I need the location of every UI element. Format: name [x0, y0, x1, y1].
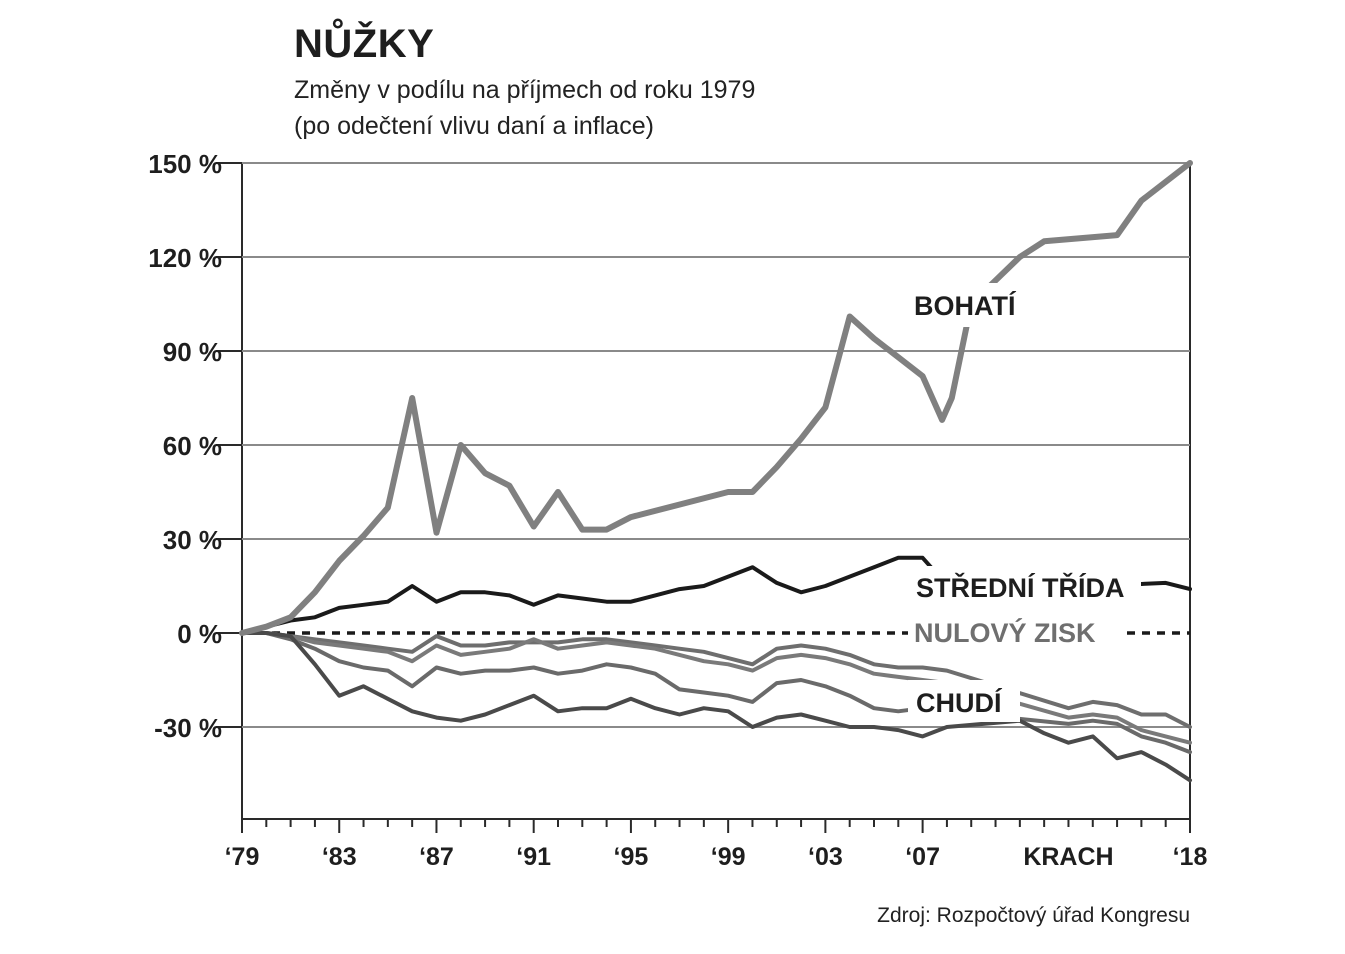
series-line-rich [239, 160, 1193, 636]
chart-title: NŮŽKY [294, 22, 435, 66]
x-tick-label-krach: KRACH [1023, 843, 1113, 871]
x-tick-label: ‘79 [225, 843, 260, 871]
y-tick-label: 60 % [163, 431, 222, 461]
annotation-layer: BOHATÍ STŘEDNÍ TŘÍDA NULOVÝ ZISK CHUDÍ [908, 283, 1141, 722]
x-tick-label: ‘03 [808, 843, 843, 871]
poor-label: CHUDÍ [916, 687, 1003, 718]
y-tick-label: 30 % [163, 525, 222, 555]
chart-subtitle: Změny v podílu na příjmech od roku 1979 … [294, 72, 755, 144]
x-axis: ‘79 ‘83 ‘87 ‘91 ‘95 ‘99 ‘03 ‘07 KRACH ‘18 [225, 819, 1208, 871]
y-tick-label: 120 % [148, 243, 222, 273]
zero-label: NULOVÝ ZISK [914, 617, 1096, 648]
y-tick-label: 150 % [148, 149, 222, 179]
chart-subtitle-line1: Změny v podílu na příjmech od roku 1979 [294, 76, 756, 104]
zero-label-bg [908, 612, 1120, 654]
y-axis: 150 % 120 % 90 % 60 % 30 % 0 % -30 % [148, 149, 222, 743]
series-layer [239, 160, 1193, 783]
rich-label-bg [908, 283, 1030, 327]
x-tick-label: ‘95 [614, 843, 649, 871]
series-line-middle [240, 555, 1192, 635]
rich-label: BOHATÍ [914, 290, 1017, 321]
series-line-poor1 [240, 631, 1192, 729]
y-tick-label: 0 % [177, 619, 222, 649]
x-tick-label: ‘87 [419, 843, 454, 871]
poor-label-bg [908, 680, 1020, 722]
x-tick-label: ‘99 [711, 843, 746, 871]
x-tick-label: ‘91 [516, 843, 551, 871]
middle-label: STŘEDNÍ TŘÍDA [916, 572, 1125, 603]
middle-label-bg [909, 566, 1141, 610]
y-tick-label: 90 % [163, 337, 222, 367]
y-tick-label: -30 % [154, 713, 222, 743]
x-tick-label: ‘07 [905, 843, 940, 871]
source-note: Zdroj: Rozpočtový úřad Kongresu [877, 904, 1190, 927]
chart-subtitle-line2: (po odečtení vlivu daní a inflace) [294, 112, 654, 140]
x-tick-label: ‘18 [1173, 843, 1208, 871]
x-tick-label: ‘83 [322, 843, 357, 871]
series-line-poor4 [240, 631, 1192, 783]
